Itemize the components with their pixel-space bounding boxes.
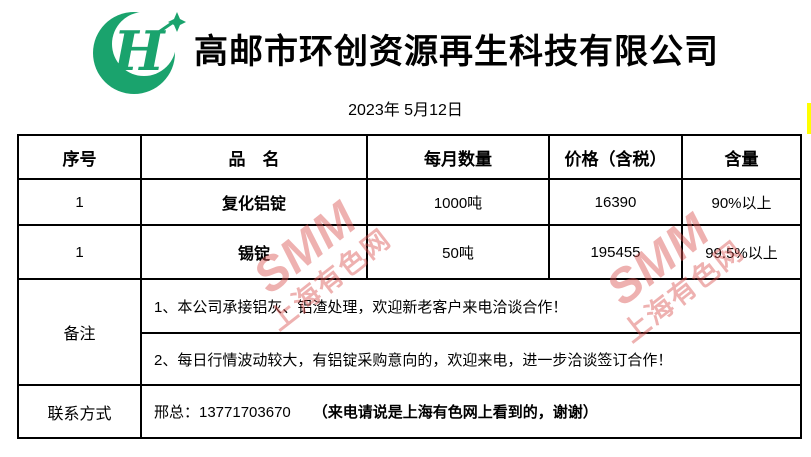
cell-serial-2: 1 bbox=[17, 224, 142, 280]
remarks-row-1: 备注 1、本公司承接铝灰、铝渣处理，欢迎新老客户来电洽谈合作！ bbox=[17, 278, 802, 386]
logo-star-icon bbox=[168, 12, 186, 32]
contact-note: （来电请说是上海有色网上看到的，谢谢） bbox=[312, 404, 598, 421]
col-header-quantity: 每月数量 bbox=[366, 134, 550, 180]
company-logo-icon: H bbox=[93, 12, 186, 94]
remarks-line-2: 2、每日行情波动较大，有铝锭采购意向的，欢迎来电，进一步洽谈签订合作！ bbox=[140, 332, 802, 386]
cell-price-1: 16390 bbox=[548, 178, 683, 226]
header: H 高邮市环创资源再生科技有限公司 bbox=[0, 6, 811, 96]
contact-cell: 邢总：13771703670 （来电请说是上海有色网上看到的，谢谢） bbox=[140, 384, 802, 439]
logo-swoosh bbox=[155, 21, 173, 36]
contact-row: 联系方式 邢总：13771703670 （来电请说是上海有色网上看到的，谢谢） bbox=[17, 384, 802, 439]
table-row: 1 锡锭 50吨 195455 99.5%以上 bbox=[17, 224, 802, 280]
cell-quantity-2: 50吨 bbox=[366, 224, 550, 280]
col-header-price: 价格（含税） bbox=[548, 134, 683, 180]
cell-serial-1: 1 bbox=[17, 178, 142, 226]
col-header-serial: 序号 bbox=[17, 134, 142, 180]
cell-quantity-1: 1000吨 bbox=[366, 178, 550, 226]
table-row: 1 复化铝锭 1000吨 16390 90%以上 bbox=[17, 178, 802, 226]
remarks-label: 备注 bbox=[17, 278, 142, 386]
contact-phone: 邢总：13771703670 bbox=[154, 404, 291, 421]
cell-price-2: 195455 bbox=[548, 224, 683, 280]
remarks-line-1: 1、本公司承接铝灰、铝渣处理，欢迎新老客户来电洽谈合作！ bbox=[140, 278, 802, 334]
yellow-marker bbox=[807, 103, 811, 134]
col-header-content: 含量 bbox=[681, 134, 802, 180]
col-header-product: 品 名 bbox=[140, 134, 368, 180]
quote-date: 2023年 5月12日 bbox=[348, 102, 463, 119]
cell-product-1: 复化铝锭 bbox=[140, 178, 368, 226]
table-header-row: 序号 品 名 每月数量 价格（含税） 含量 bbox=[17, 134, 802, 180]
cell-content-1: 90%以上 bbox=[681, 178, 802, 226]
remarks-row-2: 2、每日行情波动较大，有铝锭采购意向的，欢迎来电，进一步洽谈签订合作！ bbox=[18, 332, 802, 386]
cell-product-2: 锡锭 bbox=[140, 224, 368, 280]
logo-crescent bbox=[112, 12, 176, 76]
company-title: 高邮市环创资源再生科技有限公司 bbox=[194, 32, 719, 71]
logo-letter-h: H bbox=[111, 19, 166, 83]
cell-content-2: 99.5%以上 bbox=[681, 224, 802, 280]
quote-table: 序号 品 名 每月数量 价格（含税） 含量 1 复化铝锭 1000吨 16390… bbox=[17, 134, 802, 439]
contact-label: 联系方式 bbox=[17, 384, 142, 439]
